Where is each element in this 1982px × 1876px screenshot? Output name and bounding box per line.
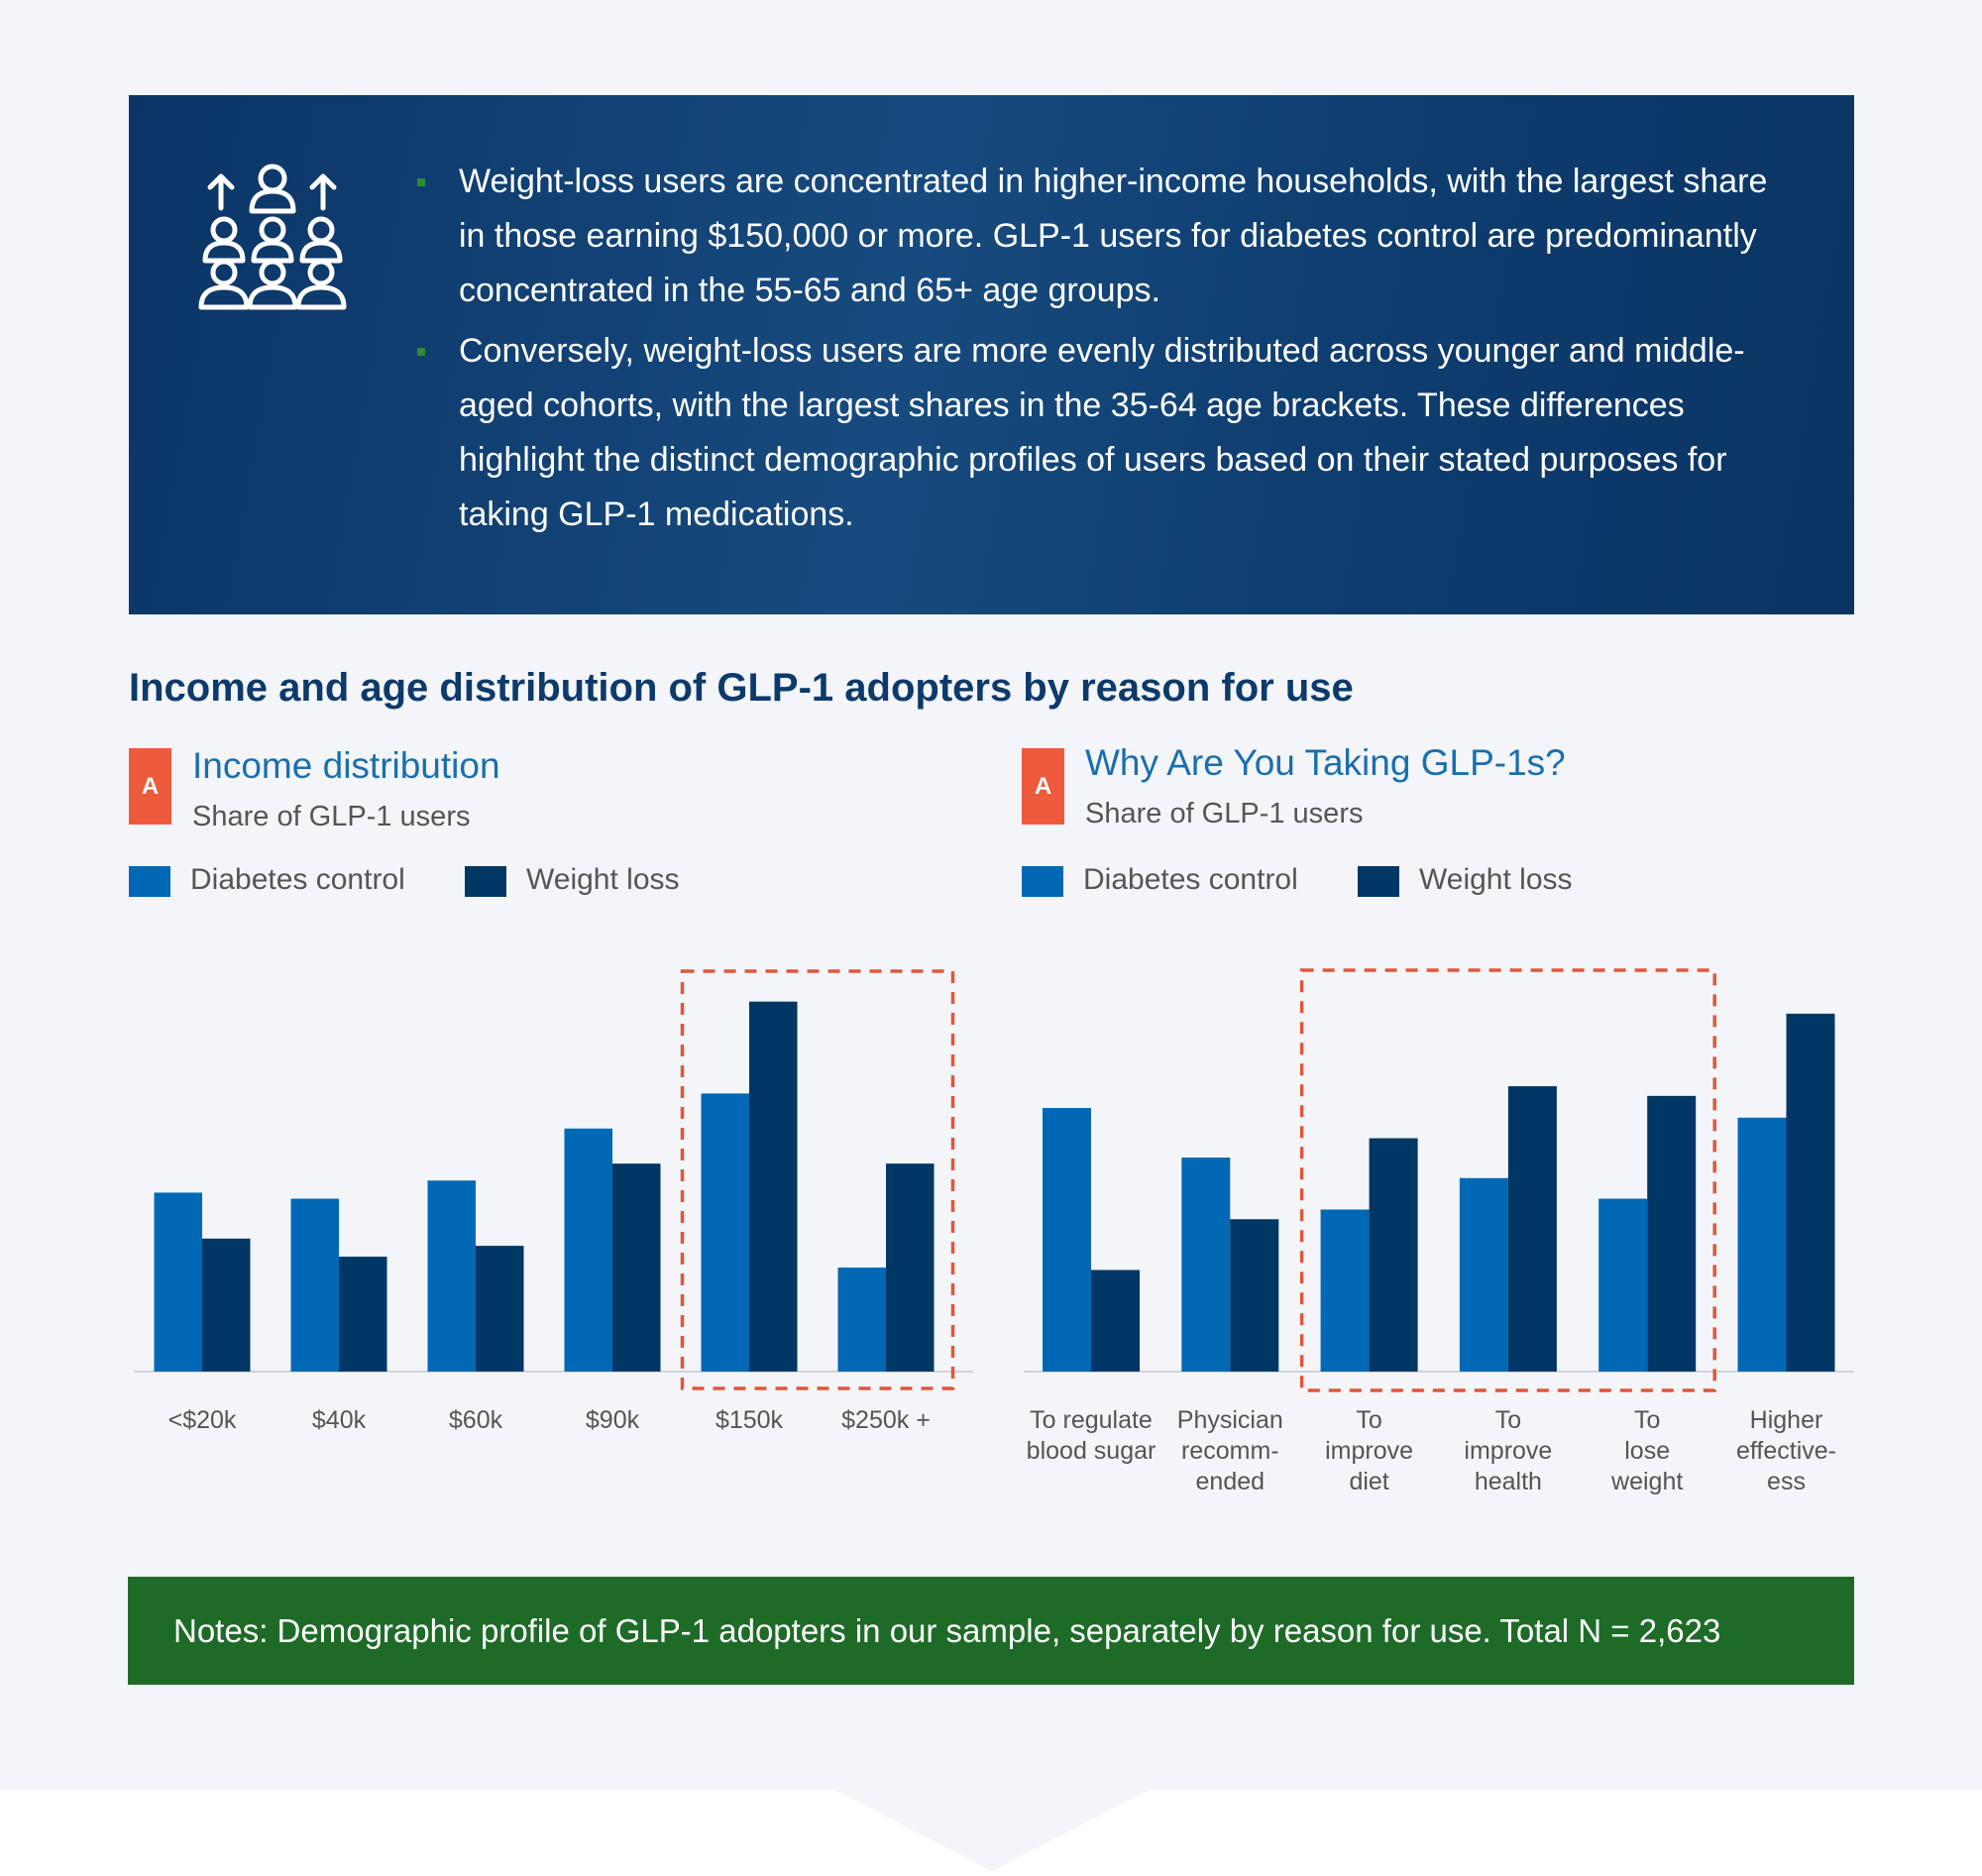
bar — [886, 1163, 935, 1372]
footer-strip — [0, 1790, 1982, 1876]
legend-label: Diabetes control — [190, 863, 405, 896]
bar — [1091, 1269, 1140, 1372]
bar — [1369, 1138, 1418, 1372]
notes-box — [128, 1577, 1854, 1685]
x-tick-label: To improve diet — [1325, 1406, 1414, 1495]
bar — [290, 1198, 339, 1372]
bar — [1598, 1198, 1648, 1372]
bar — [1181, 1158, 1231, 1372]
bar — [749, 1001, 798, 1372]
bar — [1737, 1117, 1787, 1372]
panel-subtitle: Share of GLP-1 users — [1085, 798, 1364, 829]
x-tick-label: $40k — [311, 1406, 367, 1434]
bar — [476, 1246, 524, 1372]
bar — [339, 1257, 387, 1372]
people-icon — [198, 164, 347, 310]
badge: A — [129, 748, 171, 825]
footer — [0, 1790, 1982, 1876]
bar — [1043, 1108, 1091, 1372]
legend-swatch — [1358, 866, 1399, 897]
summary-banner — [129, 95, 1854, 614]
bar — [1786, 1013, 1835, 1372]
x-tick-label: $150k — [715, 1406, 784, 1434]
x-tick-label: To lose weight — [1611, 1406, 1684, 1495]
bar — [701, 1093, 749, 1372]
x-tick-label: $250k + — [841, 1406, 931, 1434]
bar — [1230, 1219, 1279, 1372]
bar — [612, 1163, 661, 1372]
x-tick-label: $90k — [585, 1406, 640, 1434]
bar — [564, 1128, 612, 1372]
panel-subtitle: Share of GLP-1 users — [192, 801, 471, 832]
bar — [1320, 1209, 1370, 1372]
panel-title: Why Are You Taking GLP-1s? — [1085, 742, 1566, 783]
badge: A — [1022, 748, 1064, 825]
bar — [154, 1192, 202, 1372]
x-tick-label: Physician recomm- ended — [1176, 1406, 1283, 1495]
x-tick-label: $60k — [448, 1406, 503, 1434]
bar — [1507, 1086, 1557, 1372]
bar — [427, 1180, 476, 1372]
legend-swatch — [465, 866, 506, 897]
bullet: Conversely, weight-loss users are more e… — [411, 324, 1799, 542]
bar — [202, 1238, 251, 1372]
x-tick-label: Higher effective- ess — [1736, 1406, 1836, 1495]
bar — [837, 1268, 886, 1372]
bar — [1459, 1177, 1508, 1372]
section-heading: Income and age distribution of GLP-1 ado… — [129, 666, 1354, 710]
legend-swatch — [1022, 866, 1063, 897]
bullet: Weight-loss users are concentrated in hi… — [411, 155, 1799, 318]
highlight-box — [680, 969, 955, 1390]
summary-bullets: Weight-loss users are concentrated in hi… — [411, 155, 1799, 548]
x-tick-label: To regulate blood sugar — [1026, 1406, 1156, 1465]
legend-label: Weight loss — [526, 863, 680, 896]
bar — [1647, 1095, 1697, 1372]
legend-swatch — [129, 866, 170, 897]
x-tick-label: To improve health — [1464, 1406, 1553, 1495]
legend-label: Weight loss — [1419, 863, 1573, 896]
x-tick-label: <$20k — [167, 1406, 237, 1434]
notes-text: Notes: Demographic profile of GLP-1 adop… — [173, 1612, 1721, 1649]
panel-title: Income distribution — [192, 745, 500, 786]
legend-label: Diabetes control — [1083, 863, 1298, 896]
